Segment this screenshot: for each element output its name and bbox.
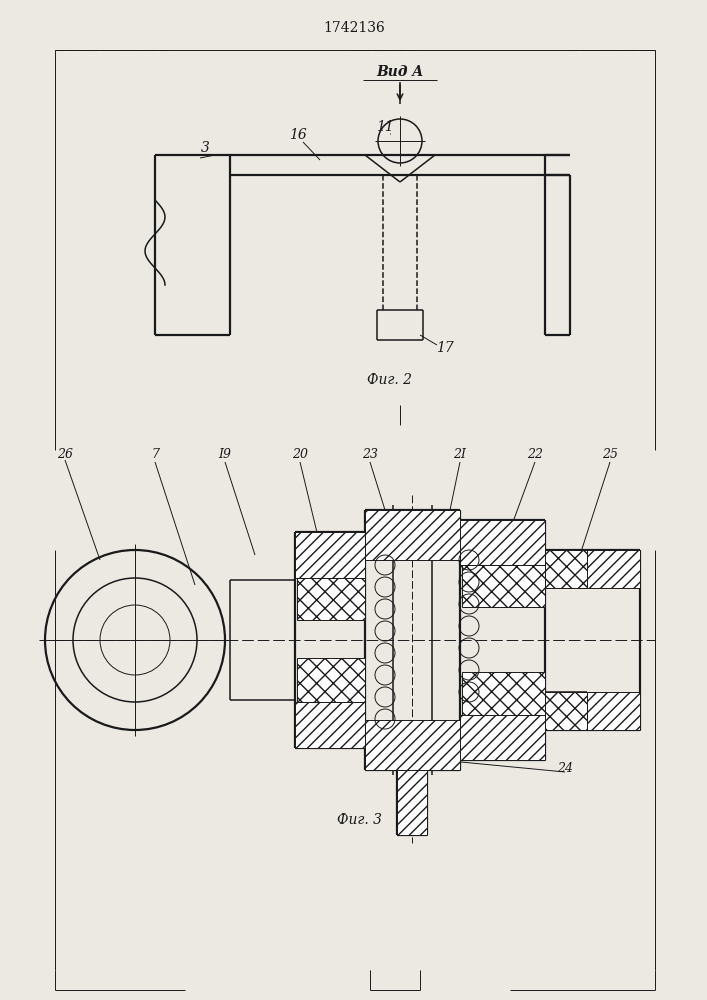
Text: 3: 3: [201, 141, 209, 155]
Bar: [295, 702, 365, 748]
Bar: [397, 770, 427, 835]
Text: 20: 20: [292, 448, 308, 462]
Bar: [462, 672, 545, 715]
Bar: [297, 578, 365, 620]
Bar: [460, 715, 545, 760]
Text: 1742136: 1742136: [323, 21, 385, 35]
Text: 16: 16: [289, 128, 307, 142]
Text: I9: I9: [218, 448, 231, 462]
Text: 24: 24: [557, 762, 573, 774]
Text: 22: 22: [527, 448, 543, 462]
Text: Вид A: Вид A: [376, 65, 423, 79]
Text: 26: 26: [57, 448, 73, 462]
Bar: [365, 720, 460, 770]
Bar: [365, 510, 460, 560]
Text: 11: 11: [376, 120, 394, 134]
Bar: [545, 550, 587, 588]
Bar: [297, 658, 365, 702]
Text: 17: 17: [436, 341, 454, 355]
Text: 25: 25: [602, 448, 618, 462]
Text: 7: 7: [151, 448, 159, 462]
Text: 23: 23: [362, 448, 378, 462]
Bar: [462, 565, 545, 607]
Bar: [587, 692, 640, 730]
Bar: [295, 532, 365, 578]
Bar: [545, 692, 587, 730]
Text: 2I: 2I: [453, 448, 467, 462]
Text: Фиг. 3: Фиг. 3: [337, 813, 382, 827]
Bar: [587, 550, 640, 588]
Bar: [460, 520, 545, 565]
Text: Фиг. 2: Фиг. 2: [368, 373, 412, 387]
